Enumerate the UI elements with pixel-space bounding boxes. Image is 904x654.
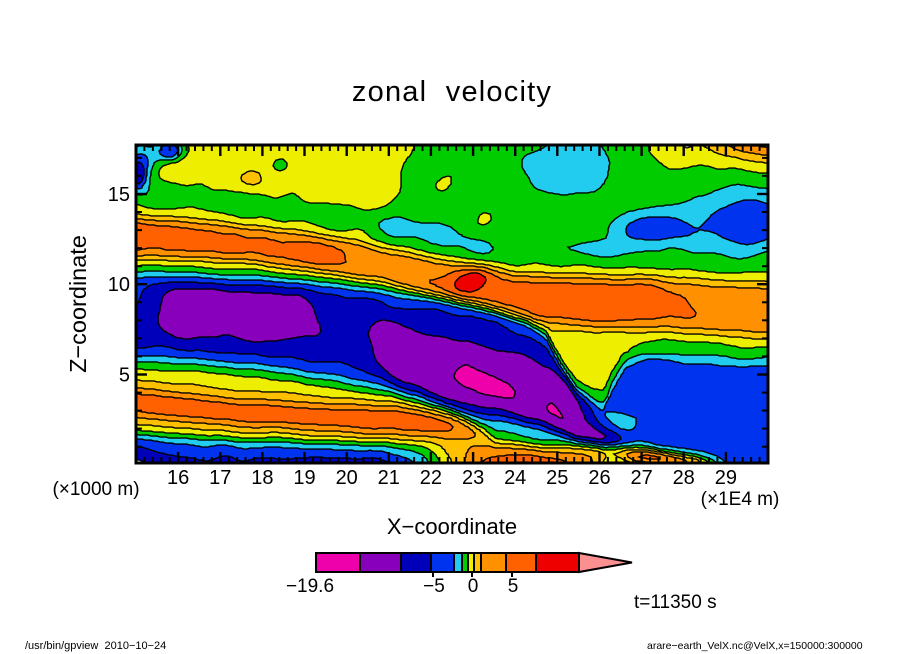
svg-text:5: 5 bbox=[508, 576, 519, 597]
svg-text:10: 10 bbox=[108, 274, 130, 296]
svg-text:Z−coordinate: Z−coordinate bbox=[65, 235, 91, 373]
svg-text:20: 20 bbox=[336, 467, 358, 489]
svg-text:5: 5 bbox=[119, 365, 130, 387]
svg-text:19: 19 bbox=[293, 467, 315, 489]
svg-text:28: 28 bbox=[673, 467, 695, 489]
svg-text:17: 17 bbox=[209, 467, 231, 489]
svg-text:23: 23 bbox=[462, 467, 484, 489]
svg-text:/usr/bin/gpview 2010−10−24: /usr/bin/gpview 2010−10−24 bbox=[25, 640, 166, 652]
svg-text:21: 21 bbox=[378, 467, 400, 489]
svg-text:−19.6: −19.6 bbox=[286, 576, 334, 597]
svg-text:26: 26 bbox=[588, 467, 610, 489]
svg-text:0: 0 bbox=[468, 576, 479, 597]
svg-text:25: 25 bbox=[546, 467, 568, 489]
svg-text:18: 18 bbox=[251, 467, 273, 489]
svg-text:arare−earth_VelX.nc@VelX,x=150: arare−earth_VelX.nc@VelX,x=150000:300000 bbox=[647, 640, 863, 652]
svg-text:(×1E4 m): (×1E4 m) bbox=[701, 489, 780, 510]
svg-text:16: 16 bbox=[167, 467, 189, 489]
svg-text:29: 29 bbox=[715, 467, 737, 489]
svg-text:(×1000 m): (×1000 m) bbox=[52, 479, 139, 500]
svg-text:22: 22 bbox=[420, 467, 442, 489]
svg-text:t=11350 s: t=11350 s bbox=[634, 592, 717, 613]
svg-text:X−coordinate: X−coordinate bbox=[387, 514, 517, 539]
svg-text:zonal velocity: zonal velocity bbox=[352, 76, 552, 108]
svg-text:27: 27 bbox=[630, 467, 652, 489]
svg-text:24: 24 bbox=[504, 467, 526, 489]
svg-text:15: 15 bbox=[108, 184, 130, 206]
svg-text:−5: −5 bbox=[423, 576, 445, 597]
